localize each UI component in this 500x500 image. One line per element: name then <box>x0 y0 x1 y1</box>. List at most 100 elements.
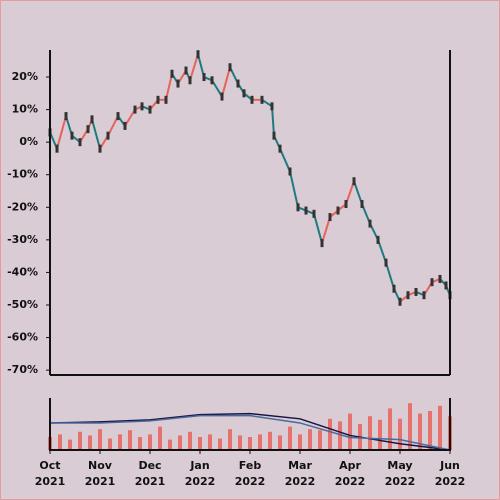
x-tick-label-line: Nov <box>88 459 113 472</box>
candle <box>140 102 144 111</box>
x-tick-label: Nov 2021 <box>85 459 116 488</box>
x-tick-label: Jan 2022 <box>185 459 216 488</box>
price-segment <box>385 262 395 289</box>
candle <box>368 219 372 228</box>
price-segment <box>91 119 101 149</box>
volume-bar <box>68 439 72 450</box>
volume-bar <box>188 431 192 450</box>
x-tick-label-line: Dec <box>138 459 161 472</box>
candle <box>320 239 324 248</box>
volume-bar <box>248 437 252 450</box>
candle <box>148 105 152 114</box>
volume-bar <box>58 434 62 450</box>
volume-bar <box>228 429 232 450</box>
volume-line <box>50 414 451 451</box>
price-segment <box>189 53 199 81</box>
candle <box>352 177 356 186</box>
candle <box>444 281 448 290</box>
volume-bar <box>78 431 82 450</box>
candle <box>392 284 396 293</box>
candle <box>288 167 292 176</box>
candle <box>304 206 308 215</box>
volume-bar <box>118 434 122 450</box>
volume-bar <box>168 439 172 450</box>
candle <box>156 95 160 104</box>
candle <box>260 95 264 104</box>
y-tick-label: 0% <box>19 135 38 148</box>
candle <box>202 73 206 82</box>
price-segment <box>271 106 275 136</box>
candle <box>133 105 137 114</box>
x-tick-label-line: 2022 <box>335 475 366 488</box>
volume-bar <box>368 416 372 450</box>
axis <box>49 398 451 451</box>
x-tick-label-line: 2022 <box>385 475 416 488</box>
candle <box>170 69 174 78</box>
volume-bar <box>388 408 392 450</box>
y-tick-label: -40% <box>7 265 38 278</box>
candle <box>438 274 442 283</box>
candle <box>176 79 180 88</box>
candle <box>270 102 274 111</box>
candle <box>90 115 94 124</box>
candle <box>328 213 332 222</box>
x-tick-label: Dec 2021 <box>135 459 166 488</box>
price-segment <box>313 213 323 244</box>
y-tick-label: -20% <box>7 200 38 213</box>
x-tick-label-line: 2022 <box>435 475 466 488</box>
x-tick-label-line: Apr <box>339 459 361 472</box>
candle <box>398 297 402 306</box>
y-tick-label: -50% <box>7 298 38 311</box>
y-tick-label: 20% <box>12 70 38 83</box>
candle <box>188 76 192 85</box>
volume-bar <box>208 434 212 450</box>
candle <box>220 92 224 101</box>
price-segment <box>211 79 223 98</box>
candle <box>312 209 316 218</box>
volume-bar <box>428 411 432 450</box>
y-tick-label: -30% <box>7 233 38 246</box>
x-tick-label-line: Jan <box>189 459 209 472</box>
x-tick-label-line: May <box>387 459 412 472</box>
volume-bar <box>398 418 402 450</box>
candle <box>64 112 68 121</box>
x-tick-label: Feb 2022 <box>235 459 266 488</box>
candle <box>414 287 418 296</box>
volume-bar <box>288 426 292 450</box>
candle <box>430 278 434 287</box>
candle <box>78 138 82 147</box>
candle <box>86 125 90 134</box>
x-tick-label: Apr 2022 <box>335 459 366 488</box>
y-tick-label: -70% <box>7 363 38 376</box>
candle <box>236 79 240 88</box>
volume-bar <box>138 437 142 450</box>
x-tick-label-line: 2021 <box>135 475 166 488</box>
volume-bar <box>298 434 302 450</box>
candle <box>344 200 348 209</box>
volume-bar <box>418 413 422 450</box>
price-segment <box>261 98 273 108</box>
x-tick-label-line: 2022 <box>285 475 316 488</box>
candle <box>272 131 276 140</box>
candle <box>55 144 59 153</box>
volume-bar <box>268 431 272 450</box>
volume-bar <box>158 426 162 450</box>
volume-bar <box>328 418 332 450</box>
volume-bar <box>348 413 352 450</box>
x-tick-label: May 2022 <box>385 459 416 488</box>
volume-bar <box>148 434 152 450</box>
x-tick-label-line: 2022 <box>235 475 266 488</box>
volume-bar <box>308 429 312 450</box>
volume-bar <box>408 403 412 450</box>
candle <box>376 235 380 244</box>
volume-bar <box>238 435 242 450</box>
x-tick-label-line: Jun <box>439 459 460 472</box>
candle <box>210 76 214 85</box>
candle <box>406 291 410 300</box>
price-segment <box>124 109 136 127</box>
x-tick-label-line: Oct <box>39 459 60 472</box>
candle <box>123 121 127 130</box>
volume-bar <box>98 429 102 450</box>
